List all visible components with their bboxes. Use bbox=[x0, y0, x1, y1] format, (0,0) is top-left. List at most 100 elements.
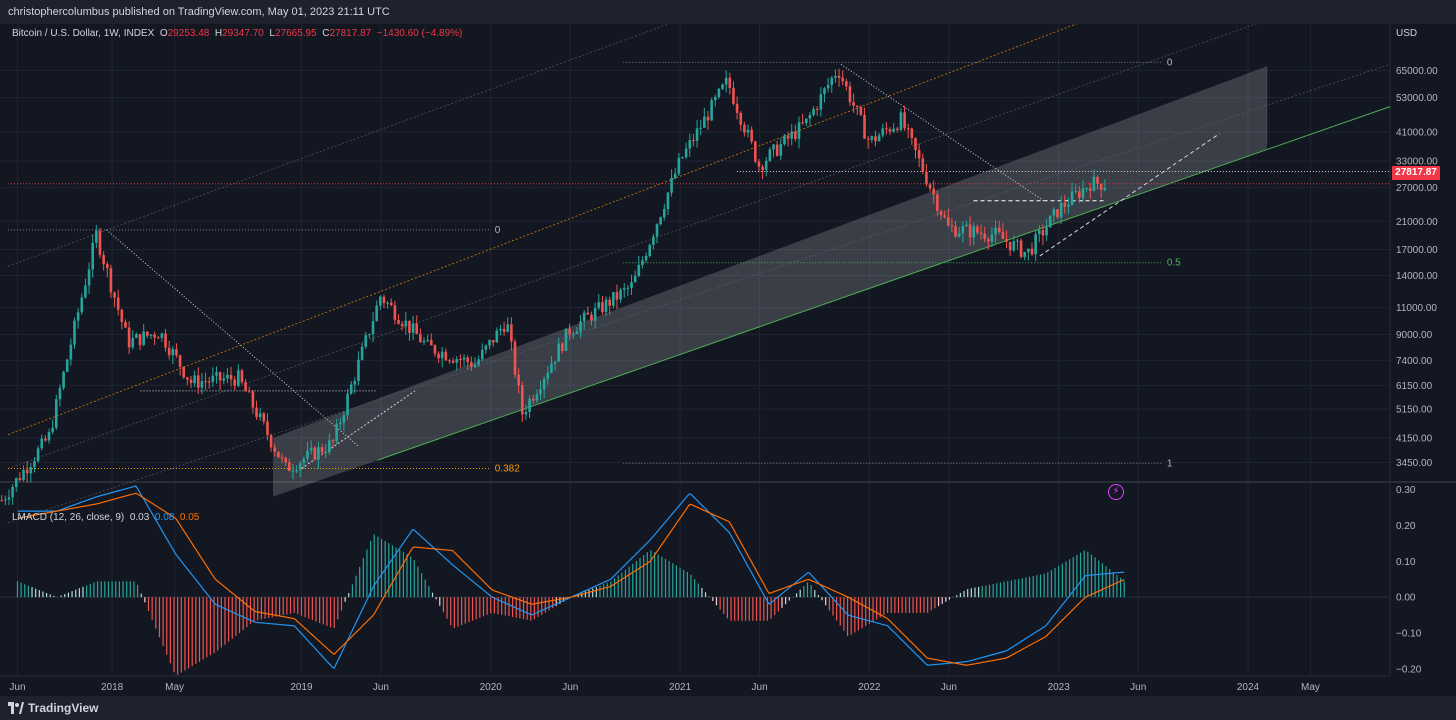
candle-body bbox=[368, 334, 371, 336]
candle-body bbox=[852, 102, 855, 106]
macd-name: LMACD (12, 26, close, 9) bbox=[12, 512, 125, 523]
candle-body bbox=[375, 305, 378, 322]
candle-body bbox=[892, 128, 895, 132]
candle-body bbox=[298, 463, 302, 471]
candle-body bbox=[47, 431, 51, 441]
price-tick-label-8: 11000.00 bbox=[1396, 303, 1437, 314]
candle-body bbox=[258, 413, 262, 418]
candle-body bbox=[419, 334, 422, 343]
lightning-alert-icon[interactable]: ⚡ bbox=[1108, 484, 1124, 500]
current-price-tag: 27817.87 bbox=[1392, 166, 1440, 180]
candle-body bbox=[175, 349, 178, 356]
candle-body bbox=[7, 497, 11, 500]
candle-body bbox=[622, 288, 626, 290]
candle-body bbox=[932, 188, 936, 195]
candle-body bbox=[855, 105, 859, 107]
time-tick-label-3: 2019 bbox=[290, 682, 313, 693]
fib-label-0-top: 0 bbox=[1167, 57, 1173, 68]
candle-body bbox=[757, 161, 761, 167]
candle-body bbox=[95, 230, 98, 243]
chart-area[interactable]: USD 65000.00 53000.00 41000.00 33000.00 27000… bbox=[0, 24, 1456, 696]
candle-body bbox=[429, 339, 433, 346]
candle-body bbox=[965, 224, 968, 227]
candle-body bbox=[768, 149, 772, 161]
price-tick-label-3: 33000.00 bbox=[1396, 156, 1438, 167]
candle-body bbox=[1067, 204, 1070, 207]
candle-body bbox=[288, 462, 291, 472]
candle-body bbox=[477, 359, 480, 365]
candle-body bbox=[637, 264, 641, 277]
candle-body bbox=[644, 256, 648, 261]
candle-body bbox=[968, 224, 972, 238]
candle-body bbox=[448, 360, 451, 362]
candle-body bbox=[120, 309, 124, 322]
candle-body bbox=[655, 224, 659, 237]
candle-body bbox=[62, 371, 65, 389]
candle-body bbox=[466, 357, 469, 363]
candle-body bbox=[925, 171, 928, 185]
candle-body bbox=[76, 312, 80, 321]
candle-body bbox=[244, 382, 247, 392]
footer-bar: TradingView bbox=[0, 696, 1456, 720]
candle-body bbox=[353, 380, 357, 385]
candle-body bbox=[830, 77, 834, 85]
low-label: L bbox=[269, 28, 275, 39]
candle-body bbox=[877, 135, 881, 142]
candle-body bbox=[761, 166, 764, 170]
candle-body bbox=[113, 292, 116, 298]
candle-body bbox=[58, 388, 62, 400]
candle-body bbox=[957, 233, 961, 237]
candle-body bbox=[218, 372, 222, 381]
candle-body bbox=[142, 331, 145, 345]
publisher-text: christophercolumbus published on Trading… bbox=[8, 6, 390, 18]
price-chart-svg[interactable]: USD 65000.00 53000.00 41000.00 33000.00 27000… bbox=[0, 24, 1456, 696]
candle-body bbox=[502, 328, 506, 332]
candle-body bbox=[342, 415, 346, 423]
candle-body bbox=[582, 312, 586, 322]
candle-body bbox=[677, 157, 681, 174]
candle-body bbox=[717, 88, 721, 98]
candle-body bbox=[393, 305, 397, 320]
candle-body bbox=[233, 379, 236, 386]
candle-body bbox=[521, 385, 524, 415]
candle-body bbox=[987, 238, 990, 242]
candle-body bbox=[237, 370, 240, 386]
candle-body bbox=[331, 440, 335, 442]
candle-body bbox=[699, 127, 702, 129]
fib-label-0-left: 0 bbox=[495, 225, 501, 236]
time-tick-label-14: May bbox=[1301, 682, 1320, 693]
candle-body bbox=[491, 339, 495, 343]
signal-line bbox=[17, 492, 1125, 666]
time-tick-label-9: 2022 bbox=[858, 682, 881, 693]
candle-body bbox=[291, 470, 295, 472]
candle-body bbox=[1041, 230, 1045, 236]
candle-body bbox=[226, 374, 229, 379]
candle-body bbox=[404, 320, 408, 327]
candle-body bbox=[885, 128, 888, 130]
candle-body bbox=[29, 467, 33, 474]
candle-body bbox=[146, 331, 149, 336]
time-tick-label-0: Jun bbox=[9, 682, 25, 693]
candle-body bbox=[895, 128, 899, 130]
time-tick-label-10: Jun bbox=[941, 682, 957, 693]
time-tick-label-13: 2024 bbox=[1237, 682, 1260, 693]
candle-body bbox=[743, 124, 746, 133]
candle-body bbox=[615, 292, 619, 300]
candle-body bbox=[1081, 188, 1085, 198]
candle-body bbox=[1030, 248, 1034, 255]
price-tick-label-5: 21000.00 bbox=[1396, 217, 1438, 228]
candle-body bbox=[936, 194, 939, 211]
time-tick-label-2: May bbox=[165, 682, 184, 693]
candle-body bbox=[1085, 188, 1088, 190]
candle-body bbox=[662, 209, 666, 218]
candle-body bbox=[499, 328, 502, 331]
footer-brand: TradingView bbox=[28, 701, 99, 715]
candle-body bbox=[553, 361, 557, 364]
candle-body bbox=[386, 302, 389, 304]
candle-body bbox=[1056, 209, 1059, 218]
candle-body bbox=[484, 345, 488, 350]
time-tick-label-5: 2020 bbox=[480, 682, 503, 693]
candle-body bbox=[437, 353, 440, 359]
price-axis-label: USD bbox=[1396, 28, 1417, 39]
candle-body bbox=[25, 469, 29, 474]
